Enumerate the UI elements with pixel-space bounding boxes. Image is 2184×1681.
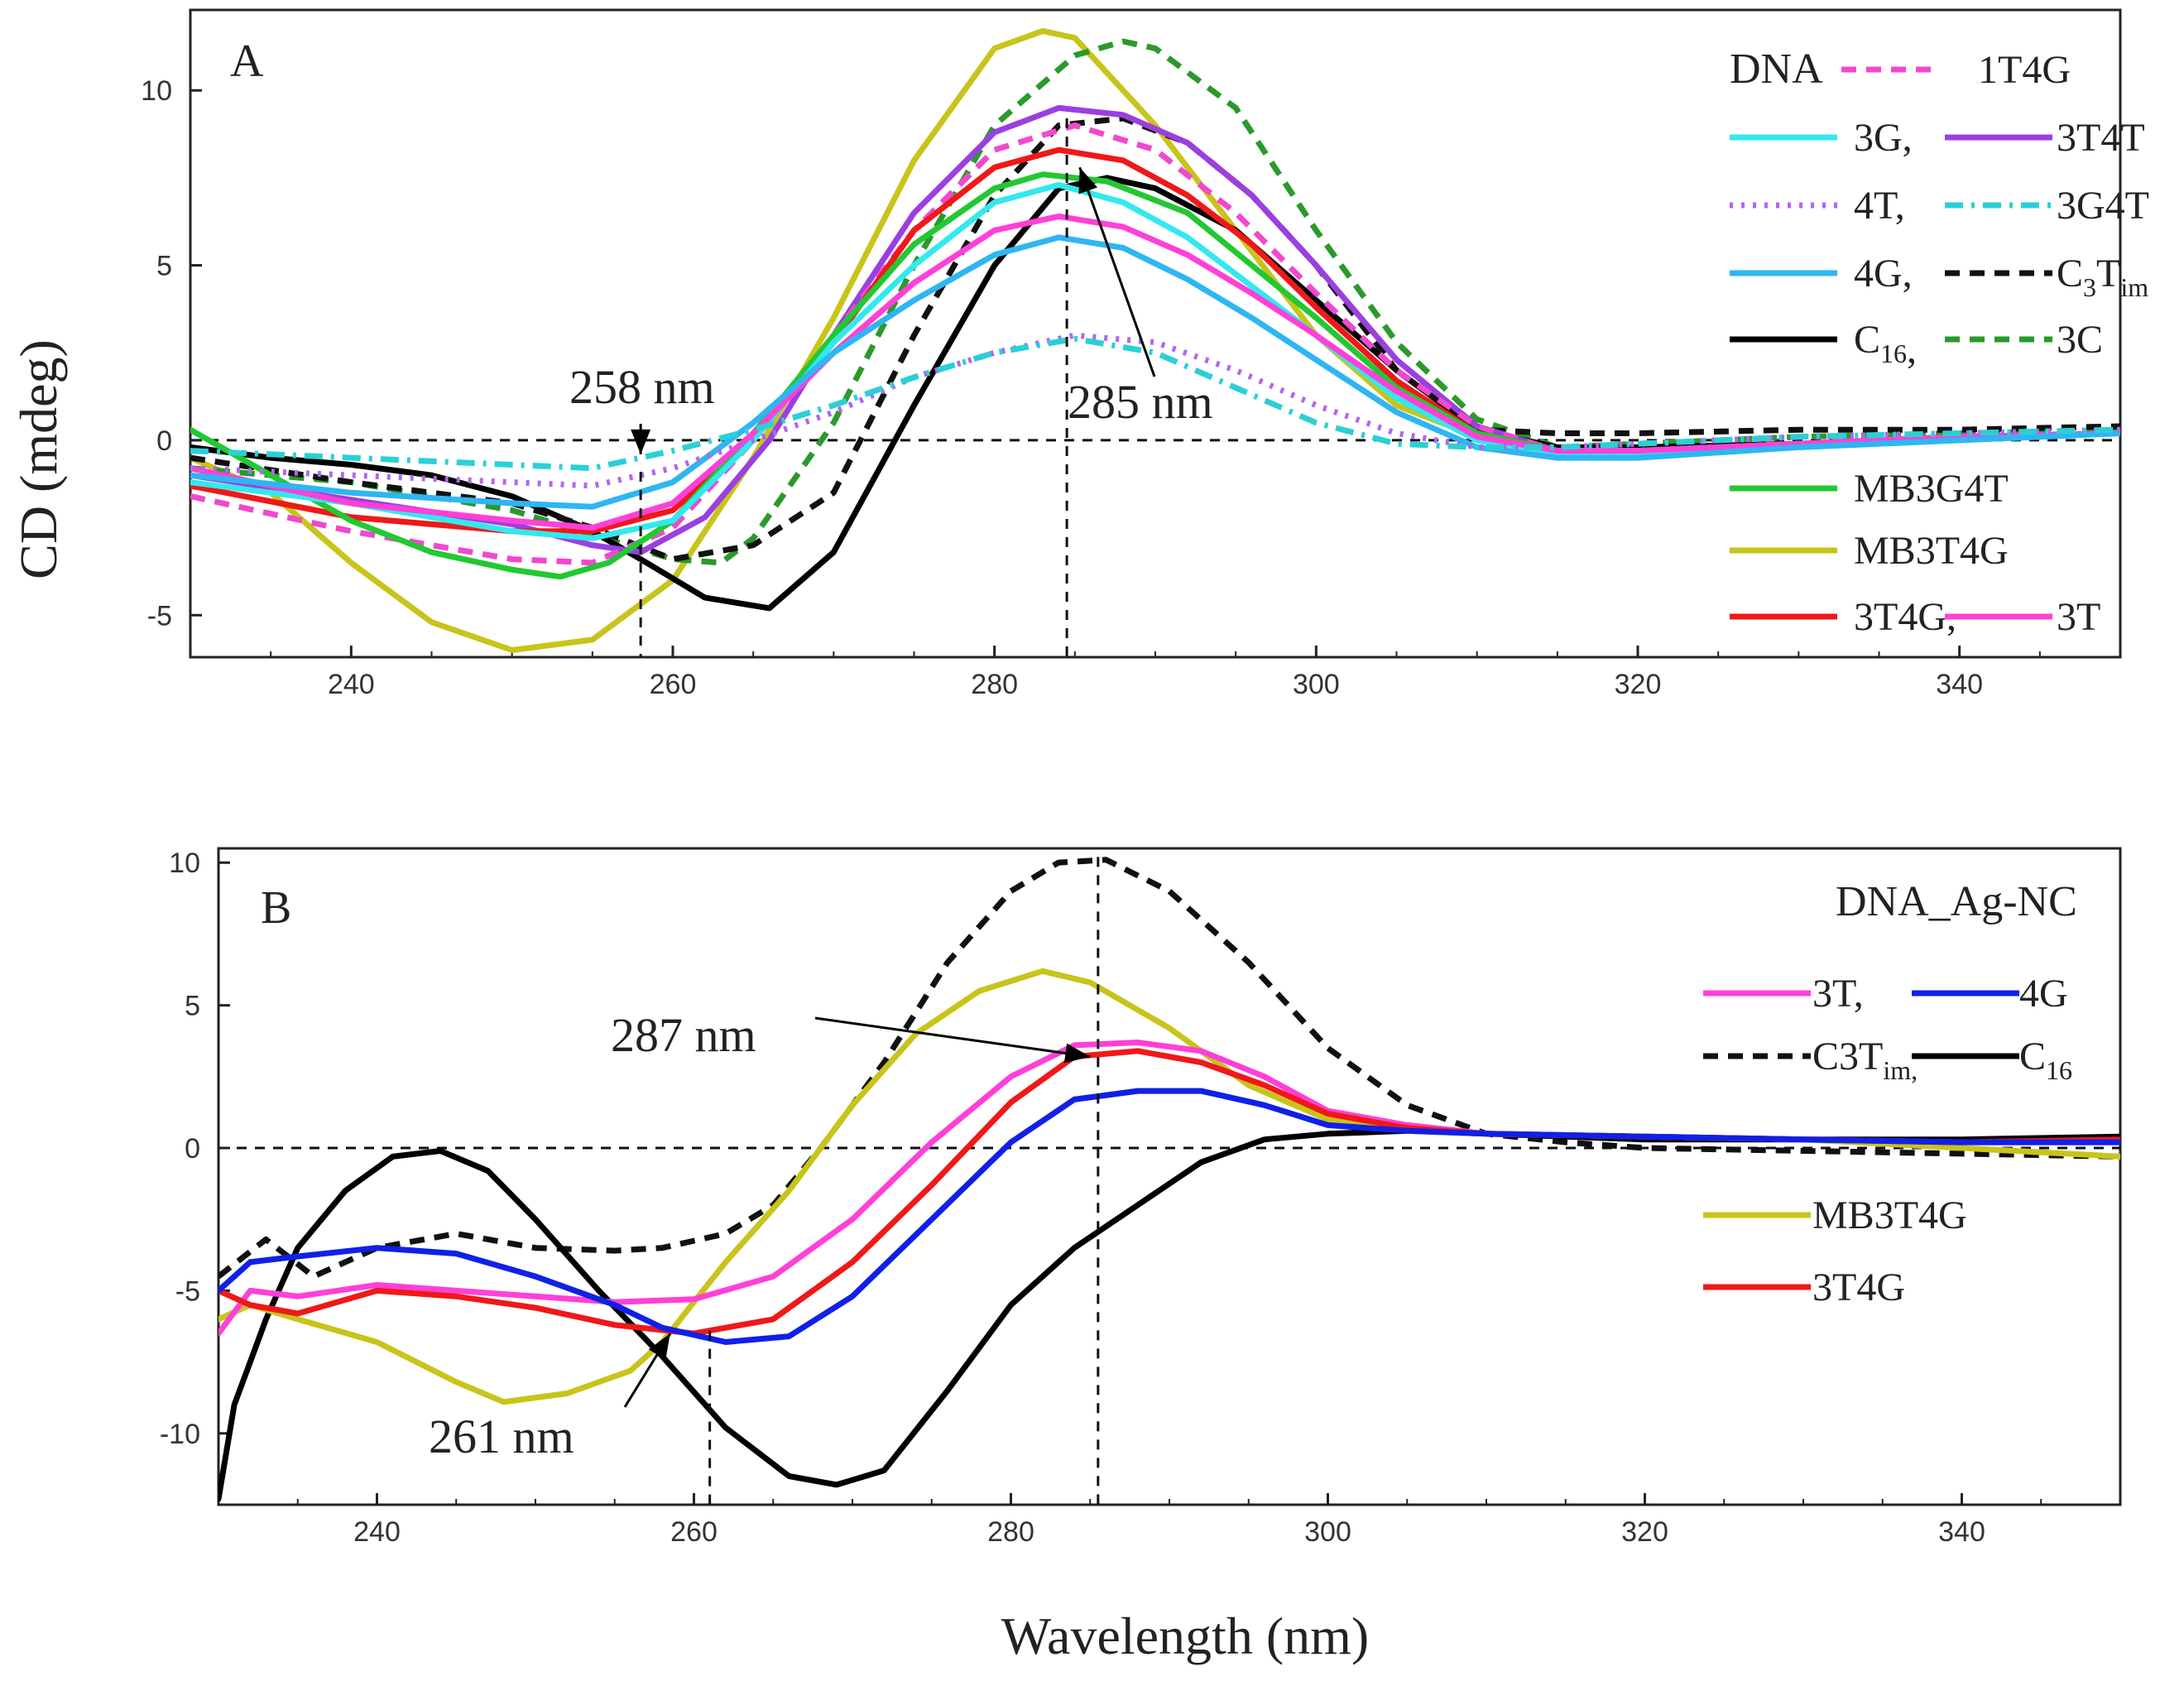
panel-b-y-tick-label-5: 5 [185, 991, 200, 1022]
annot-285-label: 285 nm [1068, 375, 1213, 429]
panel-a-ticks: 240 260 280 300 320 340 -5 0 5 10 [141, 75, 2121, 700]
legend-b-label-3t: 3T, [1812, 972, 1864, 1016]
panel-b-x-tick-label-260: 260 [670, 1516, 718, 1548]
panel-a-x-tick-label-280: 280 [971, 669, 1018, 700]
panel-b-series-c3tim [218, 857, 2120, 1280]
panel-b-letter: B [261, 882, 291, 934]
legend-a-label-mb3t4g: MB3T4G [1854, 529, 2009, 573]
legend-a-label-4g: 4G, [1854, 252, 1913, 295]
panel-b-x-tick-label-320: 320 [1621, 1516, 1668, 1548]
legend-b-title: DNA_Ag-NC [1836, 878, 2077, 925]
panel-a-series-c3tim [190, 115, 2120, 563]
legend-b-label-4g-2: 4G [2019, 972, 2068, 1016]
panel-a-legend: DNA 1T4G 3G, 3T4T 4T, 3G4T 4G, C3Tim C16, 3C MB3G4… [1730, 46, 2149, 639]
annot-258-label: 258 nm [569, 360, 715, 414]
panel-a-x-tick-label-320: 320 [1615, 669, 1662, 700]
panel-a-x-tick-label-300: 300 [1293, 669, 1340, 700]
legend-a-title: DNA [1730, 46, 1823, 93]
legend-a-label-3t4t-2: 3T4T [2057, 116, 2145, 160]
panel-a-series-3g [190, 181, 2120, 541]
y-axis-title: CD (mdeg) [9, 339, 68, 579]
annot-287-label: 287 nm [611, 1008, 756, 1062]
panel-b-y-tick-label-10: 10 [169, 848, 200, 879]
legend-a-label-3t4g: 3T4G, [1854, 595, 1956, 639]
legend-b-label-c3tim: C3Tim, [1812, 1035, 1918, 1085]
panel-a-series-3g4t [190, 335, 2120, 472]
panel-a-series-3t [190, 213, 2120, 531]
panel-b-series-4g-b [218, 1088, 2120, 1345]
annot-285-arrowhead [1078, 167, 1098, 195]
panel-a-series-4g [190, 234, 2120, 510]
panel-a-y-tick-label-5: 5 [156, 251, 172, 282]
panel-b-y-tick-label-0: 0 [185, 1133, 200, 1165]
panel-a-x-tick-label-260: 260 [650, 669, 697, 700]
annot-287-arrowhead [1063, 1043, 1091, 1064]
panel-b-x-tick-label-340: 340 [1938, 1516, 1985, 1548]
annot-261-arrowhead [648, 1333, 670, 1360]
panel-b-x-tick-label-300: 300 [1304, 1516, 1351, 1548]
annot-287-arrow-line [814, 1016, 1091, 1059]
panel-a-x-tick-label-340: 340 [1936, 669, 1983, 700]
legend-a-label-3t-2: 3T [2057, 595, 2100, 639]
panel-b-x-tick-label-240: 240 [353, 1516, 401, 1548]
legend-b-label-3t4g: 3T4G [1812, 1266, 1905, 1309]
panel-b-ticks: 240 260 280 300 320 340 -10 -5 0 5 10 [160, 848, 2121, 1548]
legend-a-label-c16: C16, [1854, 318, 1917, 372]
annot-258-arrowhead [631, 429, 651, 454]
legend-a-label-c3tim-2: C3Tim [2057, 252, 2148, 302]
legend-a-label-3g: 3G, [1854, 116, 1913, 160]
panel-a-y-tick-label--5: -5 [147, 600, 172, 632]
panel-a-series [190, 27, 2120, 653]
panel-a-y-tick-label-10: 10 [141, 75, 172, 107]
panel-a-annotations: 258 nm 285 nm [569, 118, 1213, 657]
panel-b: B 240 260 280 300 320 340 -10 -5 0 5 10 287 nm 261 … [160, 847, 2122, 1548]
legend-a-label-mb3g4t: MB3G4T [1854, 467, 2009, 511]
x-axis-title: Wavelength (nm) [1001, 1607, 1369, 1665]
panel-b-series [218, 857, 2120, 1502]
panel-a-y-tick-label-0: 0 [156, 425, 172, 457]
panel-a-letter: A [230, 36, 264, 87]
annot-261-label: 261 nm [429, 1410, 574, 1463]
panel-b-x-tick-label-280: 280 [987, 1516, 1034, 1548]
annot-285-arrow-line [1078, 166, 1156, 377]
panel-b-annotations: 287 nm 261 nm [429, 857, 1100, 1505]
panel-b-legend: DNA_Ag-NC 3T, 4G C3Tim, C16 MB3T4G 3T4G [1703, 878, 2077, 1309]
legend-b-label-mb3t4g: MB3T4G [1812, 1194, 1967, 1237]
legend-a-label-3g4t-2: 3G4T [2057, 184, 2149, 228]
panel-b-y-tick-label--5: -5 [175, 1275, 200, 1307]
legend-a-label-4t: 4T, [1854, 184, 1905, 228]
legend-a-label-1t4g: 1T4G [1978, 48, 2071, 92]
legend-b-label-c16-2: C16 [2019, 1035, 2072, 1085]
panel-b-y-tick-label--10: -10 [160, 1419, 200, 1450]
panel-a-series-1t4g [190, 122, 2120, 566]
legend-a-label-3c-2: 3C [2057, 318, 2103, 362]
panel-a-x-tick-label-240: 240 [328, 669, 375, 700]
